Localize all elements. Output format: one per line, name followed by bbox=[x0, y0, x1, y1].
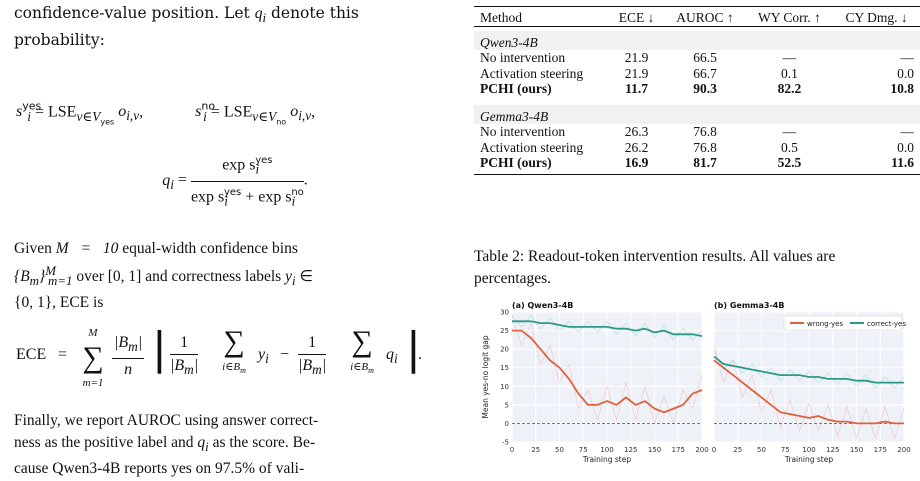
table-row: No intervention 26.3 76.8— — bbox=[480, 124, 914, 139]
x-tick-label: 100 bbox=[802, 446, 815, 454]
x-tick-label: 125 bbox=[826, 446, 839, 454]
results-table: Method ECE ↓ AUROC ↑ WY Corr. ↑ CY Dmg. … bbox=[474, 10, 920, 175]
table-row: PCHI (ours) 11.7 90.3 82.2 10.8 bbox=[480, 81, 914, 96]
x-tick-label: 50 bbox=[757, 446, 766, 454]
auroc-line2b: as the score. Be- bbox=[212, 434, 316, 451]
x-axis-label: Training step bbox=[582, 455, 631, 464]
series-line-wrong-yes bbox=[713, 359, 904, 425]
table-row: Activation steering 26.2 76.8 0.5 0.0 bbox=[480, 139, 914, 155]
group-gemma: Gemma3-4B bbox=[474, 104, 920, 124]
given-text: Given bbox=[14, 240, 52, 257]
y-tick-label: 15 bbox=[500, 364, 509, 372]
header-auroc: AUROC ↑ bbox=[676, 10, 734, 25]
training-chart: 0 25 50 75 100 125 150 175 200-5051015202530(a) … bbox=[481, 301, 911, 464]
ece-intro-text: {0, 1}, ECE is bbox=[14, 294, 104, 312]
header-ece: ECE ↓ bbox=[618, 10, 655, 25]
auroc-line1: Finally, we report AUROC using answer co… bbox=[14, 412, 319, 429]
raw-trace-wrong-yes bbox=[713, 345, 905, 440]
y-axis-label: Mean yes-no logit gap bbox=[481, 335, 490, 418]
x-tick-label: 75 bbox=[781, 446, 790, 454]
auroc-line3: cause Qwen3-4B reports yes on 97.5% of v… bbox=[14, 460, 305, 478]
bins-text: equal-width confidence bins bbox=[122, 240, 298, 257]
x-tick-label: 50 bbox=[555, 446, 564, 454]
y-tick-label: 20 bbox=[500, 346, 509, 354]
x-tick-label: 200 bbox=[695, 446, 708, 454]
intro-end-text: denote this probability: bbox=[14, 4, 359, 50]
series-line-wrong-yes bbox=[512, 329, 703, 414]
x-tick-label: 125 bbox=[624, 446, 637, 454]
x-tick-label: 100 bbox=[600, 446, 613, 454]
paragraph-intro: confidence-value position. Let qi denote… bbox=[14, 2, 454, 51]
group-qwen: Qwen3-4B bbox=[474, 30, 920, 50]
y-tick-label: -5 bbox=[502, 439, 509, 447]
range-text: over [0, 1] and correctness labels bbox=[76, 268, 282, 286]
header-cy: CY Dmg. ↓ bbox=[845, 10, 908, 25]
table-row: No intervention 21.9 66.5— — bbox=[480, 50, 914, 65]
table-header-row: Method ECE ↓ AUROC ↑ WY Corr. ↑ CY Dmg. … bbox=[474, 10, 920, 26]
raw-trace-correct-yes bbox=[511, 315, 703, 341]
m-value: M = 10 bbox=[55, 240, 119, 257]
x-tick-label: 25 bbox=[531, 446, 540, 454]
series-line-correct-yes bbox=[512, 320, 703, 337]
series-line-correct-yes bbox=[713, 355, 904, 384]
panel-title: (a) Qwen3-4B bbox=[512, 301, 573, 310]
auroc-line2: ness as the positive label and bbox=[14, 434, 194, 451]
raw-trace-wrong-yes bbox=[511, 315, 703, 425]
y-tick-label: 0 bbox=[505, 420, 509, 428]
equation-logsumexp: syesi = LSEv∈Vyes oi,v, snoi = LSEv∈Vno … bbox=[16, 100, 316, 127]
header-method: Method bbox=[480, 10, 522, 25]
x-tick-label: 0 bbox=[510, 446, 514, 454]
header-wy: WY Corr. ↑ bbox=[757, 10, 821, 25]
legend-box bbox=[783, 315, 903, 331]
q-fraction: exp siyes exp siyes + exp sino bbox=[190, 150, 304, 212]
q-var: qi bbox=[254, 5, 267, 26]
panel-title: (b) Gemma3-4B bbox=[714, 301, 784, 310]
table-top-rule bbox=[474, 6, 920, 7]
x-tick-label: 75 bbox=[579, 446, 588, 454]
y-tick-label: 30 bbox=[500, 309, 509, 317]
paragraph-auroc: Finally, we report AUROC using answer co… bbox=[14, 412, 319, 478]
table-row: Activation steering 21.9 66.7 0.1 0.0 bbox=[480, 65, 914, 81]
x-tick-label: 175 bbox=[672, 446, 685, 454]
legend-label-correct-yes: correct-yes bbox=[867, 320, 906, 328]
paragraph-given: Given M = 10 equal-width confidence bins… bbox=[14, 240, 313, 312]
table-row: PCHI (ours) 16.9 81.7 52.5 11.6 bbox=[480, 155, 914, 170]
intro-text: confidence-value position. Let bbox=[14, 4, 250, 22]
y-tick-label: 25 bbox=[500, 327, 509, 335]
x-tick-label: 175 bbox=[874, 446, 887, 454]
equation-ece: ECE = M ∑ m=1 |Bm| n | 1 |Bm| ∑ i∈Bm yi … bbox=[16, 323, 422, 390]
x-tick-label: 150 bbox=[648, 446, 661, 454]
table-caption: Table 2: Readout-token intervention resu… bbox=[474, 248, 836, 287]
legend-label-wrong-yes: wrong-yes bbox=[807, 320, 843, 328]
y-tick-label: 5 bbox=[505, 401, 509, 409]
x-tick-label: 200 bbox=[897, 446, 910, 454]
x-tick-label: 25 bbox=[733, 446, 742, 454]
equation-q: qi = exp siyes exp siyes + exp sino . bbox=[14, 150, 456, 212]
raw-trace-correct-yes bbox=[713, 350, 905, 389]
x-tick-label: 150 bbox=[850, 446, 863, 454]
x-tick-label: 0 bbox=[712, 446, 716, 454]
y-tick-label: 10 bbox=[500, 383, 509, 391]
x-axis-label: Training step bbox=[784, 455, 833, 464]
